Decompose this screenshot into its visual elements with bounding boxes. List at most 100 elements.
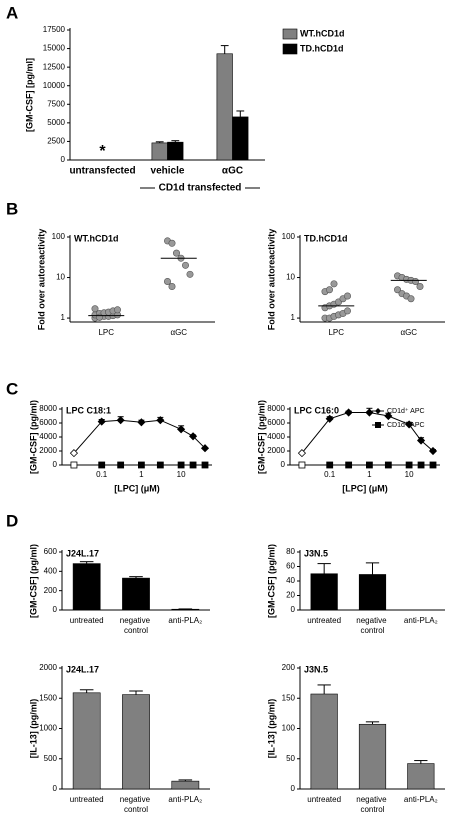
marker	[325, 414, 334, 423]
x-tick-label: αGC	[400, 328, 417, 337]
y-tick-label: 2000	[39, 446, 57, 455]
y-tick-label: 200	[44, 586, 58, 595]
series-line	[73, 419, 206, 454]
marker	[156, 416, 165, 425]
point	[168, 283, 176, 291]
bar	[310, 573, 338, 611]
y-tick-label: 150	[282, 693, 296, 702]
y-tick-label: 8000	[39, 404, 57, 413]
y-tick-label: 60	[286, 562, 295, 571]
marker	[298, 461, 306, 469]
y-tick-label: 15000	[43, 44, 66, 53]
bar	[72, 563, 101, 611]
marker	[405, 420, 414, 429]
y-tick-label: 100	[282, 232, 296, 241]
y-axis-label: [GM-CSF] (pg/ml)	[256, 400, 266, 474]
bar	[407, 763, 435, 790]
x-tick-label: untreated	[307, 795, 341, 804]
x-tick-label: αGC	[170, 328, 187, 337]
y-tick-label: 10000	[43, 81, 66, 90]
legend-label: CD1d⁺ APC	[387, 408, 425, 415]
marker	[345, 461, 353, 469]
x-tick-label: vehicle	[151, 166, 185, 177]
marker	[429, 461, 437, 469]
marker	[428, 446, 438, 456]
point	[168, 239, 176, 247]
x-tick-label: untreated	[70, 795, 104, 804]
marker	[98, 461, 106, 469]
bar	[122, 577, 150, 611]
y-tick-label: 0	[53, 605, 58, 614]
point	[173, 249, 181, 257]
y-tick-label: 4000	[39, 432, 57, 441]
marker	[366, 461, 373, 469]
x-tick-label: LPC	[328, 328, 344, 337]
bar	[358, 574, 387, 611]
y-tick-label: 7500	[47, 99, 65, 108]
x-tick-label: negative control	[120, 795, 152, 814]
point	[343, 307, 351, 315]
y-tick-label: 17500	[43, 25, 66, 34]
marker	[177, 461, 185, 469]
y-tick-label: 20	[286, 591, 295, 600]
marker	[344, 408, 353, 417]
x-tick-label: 0.1	[96, 470, 108, 479]
marker	[137, 418, 146, 427]
x-tick-label: 1	[139, 470, 144, 479]
bar	[167, 141, 184, 161]
marker	[97, 417, 106, 426]
chart-title: LPC C16:0	[294, 405, 339, 415]
marker	[417, 461, 425, 469]
x-tick-label: 0.1	[324, 470, 336, 479]
legend-swatch	[282, 28, 298, 40]
marker	[365, 408, 374, 417]
marker	[188, 432, 198, 441]
y-tick-label: 500	[44, 754, 58, 763]
y-axis-label: [GM-CSF] [pg/ml]	[24, 58, 34, 132]
x-tick-label: anti-PLA₂	[168, 616, 202, 625]
y-axis-label: Fold over autoreactivity	[266, 229, 276, 331]
panel-label: C	[6, 379, 18, 398]
y-tick-label: 1000	[39, 724, 57, 733]
y-tick-label: 2000	[267, 446, 285, 455]
point	[186, 270, 194, 278]
y-tick-label: 12500	[43, 62, 66, 71]
bar	[122, 694, 150, 790]
x-axis-label: [LPC] (μM)	[114, 483, 160, 493]
y-axis-label: Fold over autoreactivity	[36, 229, 46, 331]
marker	[326, 461, 334, 469]
y-tick-label: 10	[56, 273, 65, 282]
y-axis-label: [GM-CSF] (pg/ml)	[28, 400, 38, 474]
y-tick-label: 1	[61, 313, 66, 322]
x-tick-label: untreated	[307, 616, 341, 625]
marker	[200, 444, 210, 453]
y-axis-label: [IL-13] (pg/ml)	[28, 699, 38, 759]
marker	[156, 461, 164, 469]
point	[114, 306, 122, 314]
point	[343, 292, 351, 300]
y-tick-label: 2500	[47, 137, 65, 146]
y-tick-label: 6000	[267, 418, 285, 427]
y-tick-label: 200	[282, 663, 296, 672]
legend-marker	[375, 408, 381, 414]
marker	[416, 436, 426, 445]
marker	[201, 461, 209, 469]
bar	[232, 116, 249, 161]
marker	[117, 461, 125, 469]
y-tick-label: 80	[286, 547, 295, 556]
point	[96, 313, 104, 321]
chart-title: WT.hCD1d	[74, 233, 119, 243]
y-tick-label: 6000	[39, 418, 57, 427]
x-tick-label: αGC	[222, 166, 243, 177]
x-tick-label: anti-PLA₂	[168, 795, 202, 804]
y-tick-label: 0	[291, 605, 296, 614]
point	[325, 286, 333, 294]
bar	[216, 53, 233, 161]
series-line	[301, 412, 434, 454]
y-tick-label: 1	[291, 313, 296, 322]
chart-title: LPC C18:1	[66, 405, 111, 415]
x-tick-label: 10	[177, 470, 186, 479]
y-tick-label: 400	[44, 566, 58, 575]
y-tick-label: 10	[286, 273, 295, 282]
x-tick-label: negative control	[120, 616, 152, 635]
